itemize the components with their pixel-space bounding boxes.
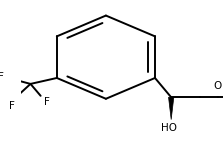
Text: F: F <box>0 72 4 82</box>
Polygon shape <box>168 97 174 120</box>
Text: F: F <box>44 97 50 107</box>
Text: F: F <box>9 101 15 111</box>
Text: HO: HO <box>161 123 177 133</box>
Text: O: O <box>214 81 222 91</box>
